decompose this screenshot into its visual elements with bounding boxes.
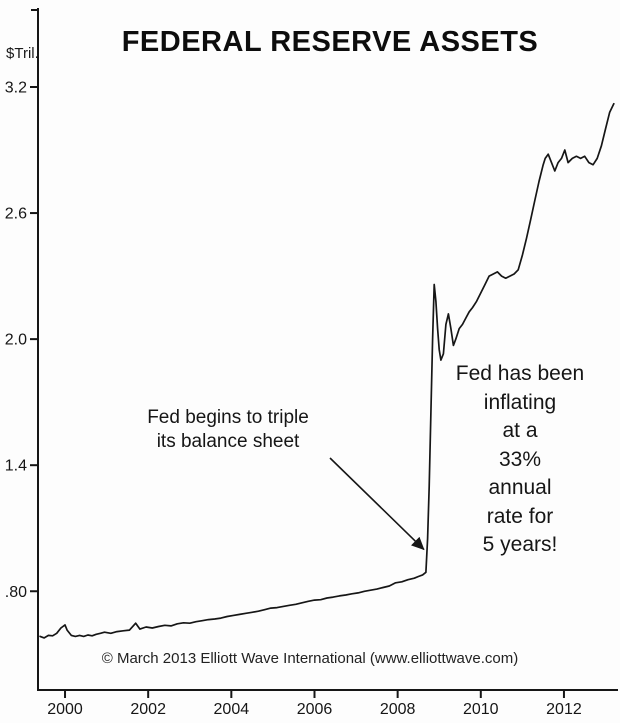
x-tick-label: 2004 [214, 701, 250, 718]
x-tick-label: 2010 [463, 701, 499, 718]
copyright-line: © March 2013 Elliott Wave International … [101, 650, 519, 667]
annotation-triple-balance-sheet: Fed begins to triple its balance sheet [147, 407, 309, 452]
y-tick-label: 2.0 [5, 332, 27, 349]
y-tick-label: .80 [5, 584, 27, 601]
y-tick-label: 2.6 [5, 206, 27, 223]
x-tick-label: 2008 [380, 701, 416, 718]
x-tick-label: 2006 [297, 701, 333, 718]
y-tick-label: 3.2 [5, 79, 27, 96]
chart-title: FEDERAL RESERVE ASSETS [121, 26, 539, 58]
annotation-arrow [329, 457, 425, 551]
y-tick-label: 1.4 [5, 458, 27, 475]
y-axis-unit-label: $Tril. [6, 45, 39, 62]
x-tick-label: 2012 [546, 701, 582, 718]
x-tick-label: 2000 [47, 701, 83, 718]
x-tick-label: 2002 [130, 701, 166, 718]
series-line-fed-assets [39, 102, 615, 639]
annotation-inflating-rate: Fed has been inflating at a 33% annual r… [455, 362, 585, 557]
